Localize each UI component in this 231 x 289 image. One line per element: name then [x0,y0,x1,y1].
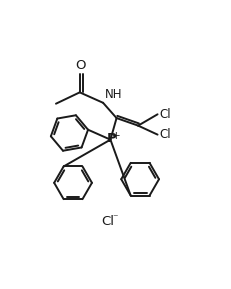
Text: ⁻: ⁻ [112,213,118,223]
Text: Cl: Cl [158,108,170,121]
Text: Cl: Cl [101,215,114,228]
Text: NH: NH [104,88,122,101]
Text: P: P [106,132,116,145]
Text: +: + [111,131,120,141]
Text: Cl: Cl [158,128,170,141]
Text: O: O [75,59,85,72]
